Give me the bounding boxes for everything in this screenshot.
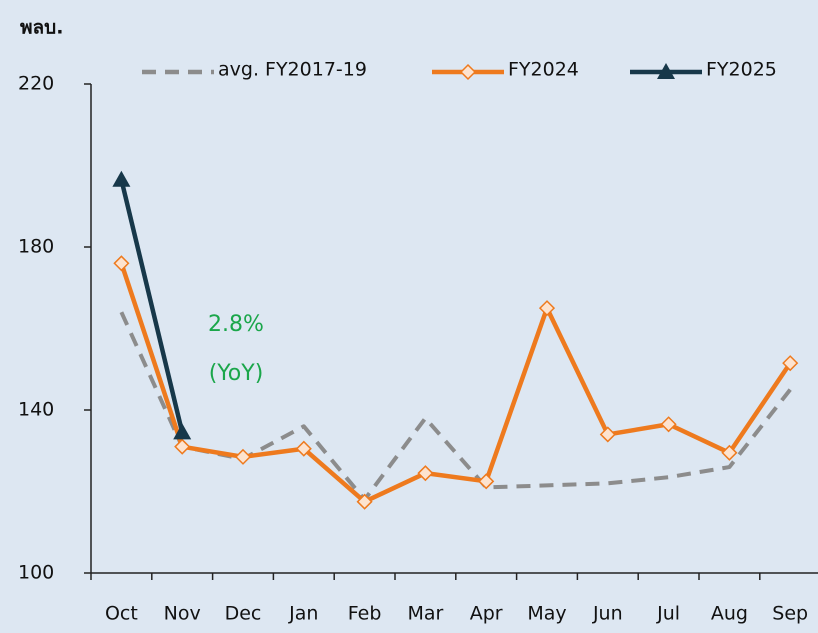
- x-tick-label: Jul: [656, 603, 680, 625]
- x-tick-label: Feb: [348, 603, 382, 625]
- x-tick-label: Mar: [407, 603, 443, 625]
- legend-marker: [657, 63, 675, 79]
- data-point: [538, 300, 556, 317]
- x-tick-label: Aug: [711, 603, 748, 625]
- data-point: [599, 426, 616, 443]
- series-line: [119, 262, 793, 504]
- legend-label: FY2025: [706, 59, 777, 81]
- x-tick-label: Jan: [288, 603, 318, 625]
- x-tick-label: Dec: [225, 603, 262, 625]
- legend-label: avg. FY2017-19: [218, 59, 367, 81]
- data-point: [113, 255, 130, 272]
- x-tick-label: Sep: [772, 603, 808, 625]
- annotation: (YoY): [209, 361, 264, 386]
- legend-label: FY2024: [508, 59, 579, 81]
- x-tick-label: Apr: [470, 603, 503, 625]
- y-tick-label: 180: [18, 236, 54, 258]
- y-tick-label: 100: [18, 562, 54, 584]
- data-point: [295, 440, 312, 457]
- data-point: [721, 444, 738, 461]
- x-tick-label: Nov: [164, 603, 201, 625]
- data-point: [112, 170, 131, 187]
- y-tick-label: 140: [18, 399, 54, 421]
- series-line: [119, 179, 185, 433]
- data-point: [234, 448, 252, 465]
- data-point: [417, 465, 434, 482]
- y-tick-label: 220: [18, 73, 54, 95]
- legend-marker: [459, 63, 477, 81]
- annotation: 2.8%: [208, 312, 264, 337]
- series-line: [119, 311, 792, 502]
- data-point: [782, 355, 799, 372]
- data-point: [356, 493, 373, 510]
- data-point: [173, 423, 192, 440]
- data-point: [478, 473, 495, 490]
- y-axis-label: พลบ.: [20, 17, 63, 39]
- data-point: [174, 438, 191, 455]
- x-tick-label: Oct: [105, 603, 138, 625]
- x-tick-label: May: [527, 603, 566, 625]
- data-point: [660, 416, 677, 433]
- x-tick-label: Jun: [592, 603, 623, 625]
